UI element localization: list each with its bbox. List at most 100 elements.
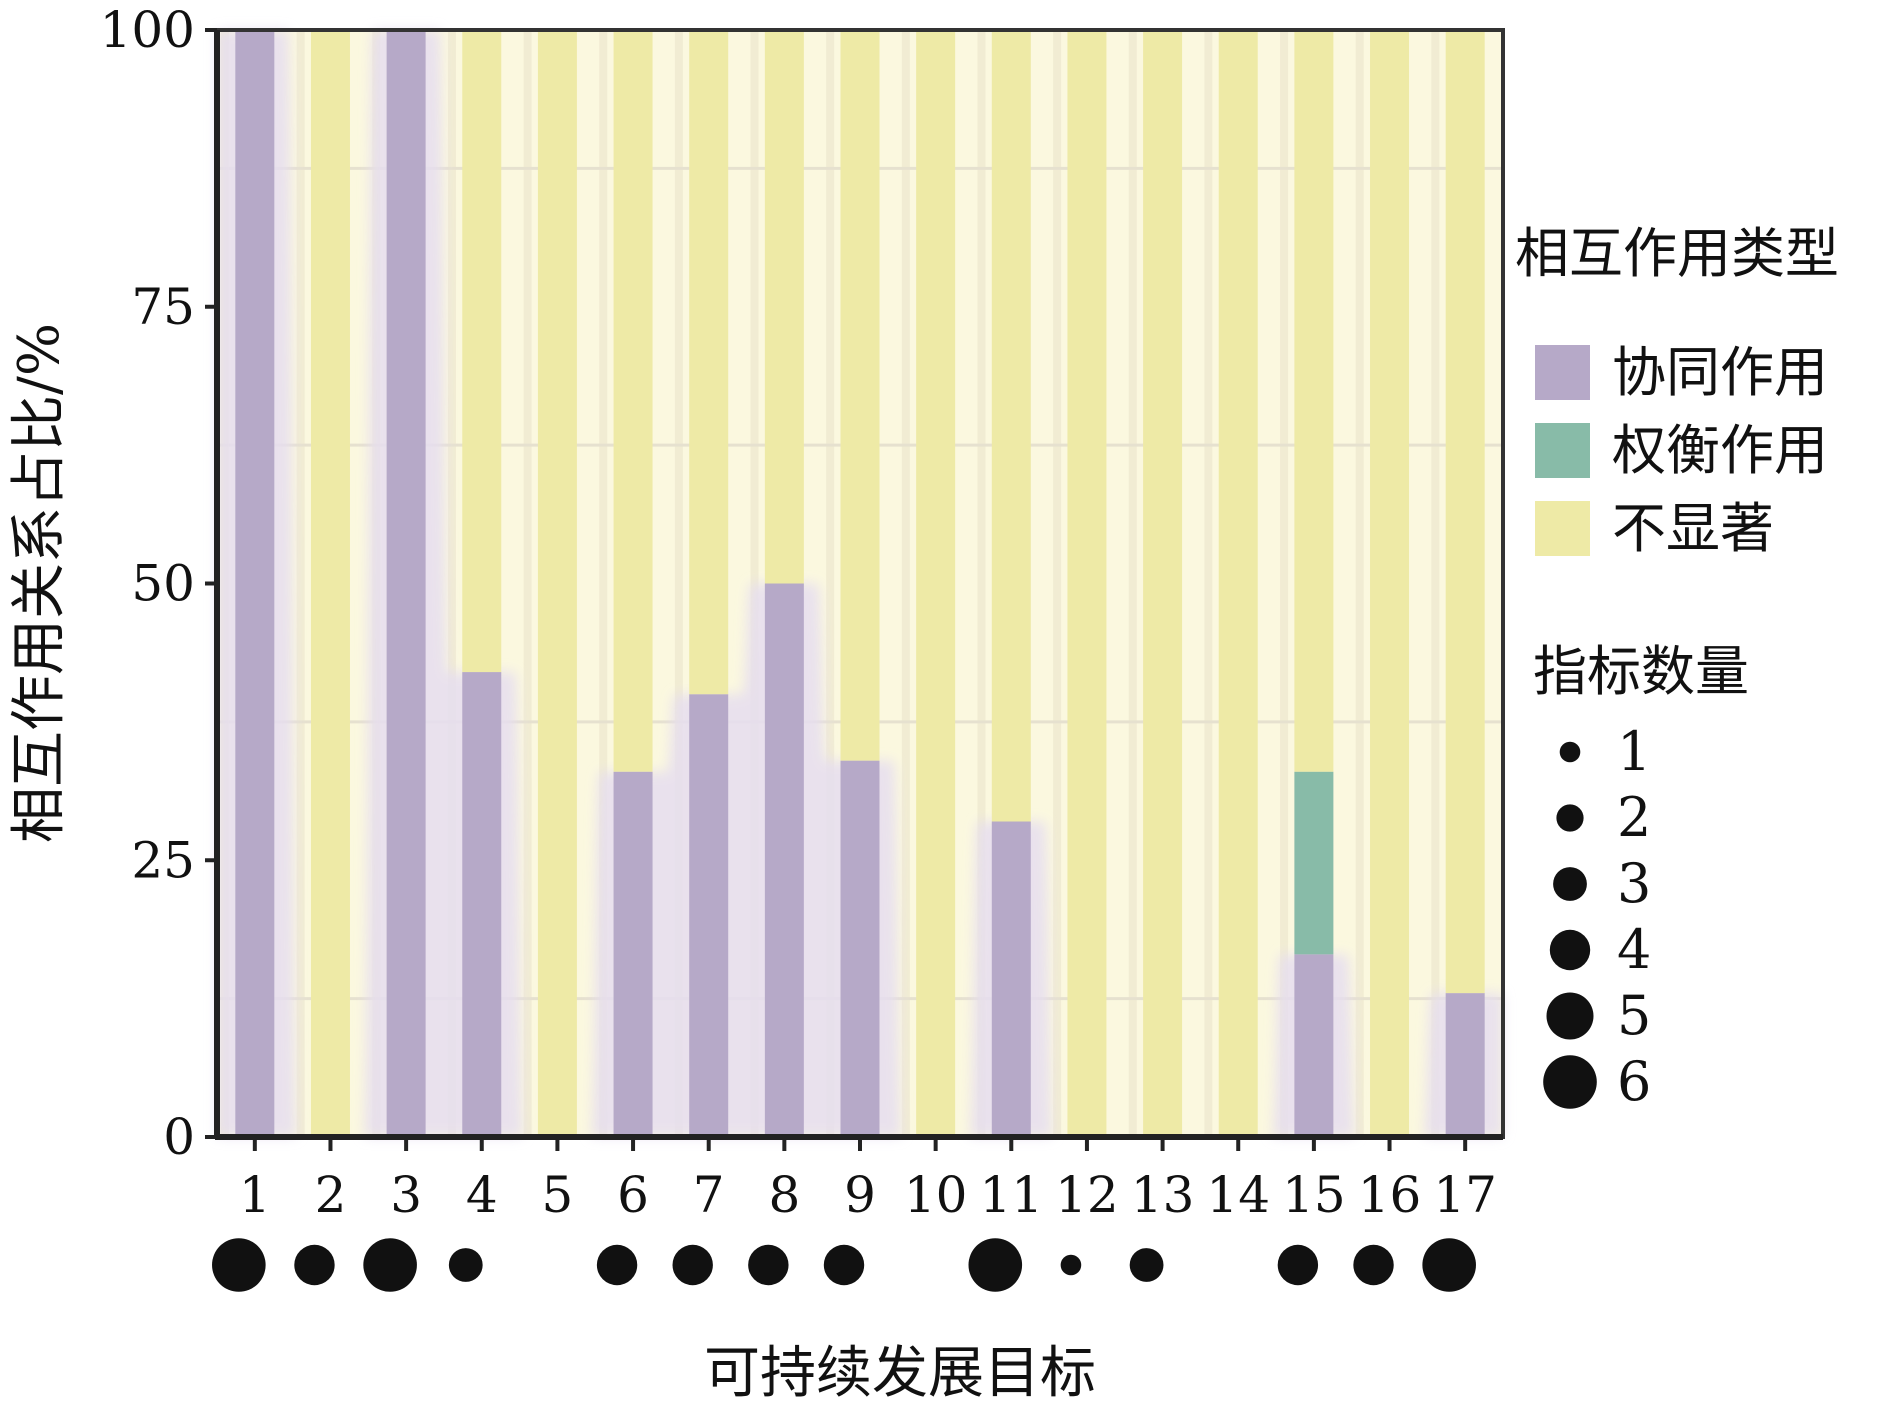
bar-协同作用-15: [1294, 954, 1334, 1137]
legend-count-title: 指标数量: [1533, 640, 1749, 703]
bar-协同作用-8: [764, 583, 804, 1137]
bar-协同作用-6: [613, 771, 653, 1137]
bar-不显著-12: [1067, 30, 1107, 1137]
bar-不显著-10: [916, 30, 956, 1137]
indicator-count-dot: [823, 1244, 865, 1286]
background-stripe: [977, 30, 986, 1137]
bar-协同作用-1: [235, 30, 275, 1137]
x-tick-label: 4: [466, 1166, 498, 1224]
background-stripe: [523, 30, 532, 1137]
indicator-count-dot: [1353, 1244, 1394, 1286]
bar-不显著-4: [462, 30, 502, 673]
indicator-count-dot: [1422, 1238, 1476, 1292]
bar-不显著-2: [310, 30, 350, 1137]
indicator-count-dot: [212, 1238, 266, 1292]
x-tick-label: 13: [1131, 1166, 1195, 1224]
background-stripe: [1128, 30, 1137, 1137]
x-tick-label: 10: [904, 1166, 968, 1224]
legend-count-dot: [1553, 867, 1587, 901]
bars: [235, 30, 1485, 1137]
indicator-count-dot: [363, 1238, 417, 1292]
x-tick-label: 8: [768, 1166, 800, 1224]
bar-不显著-17: [1445, 30, 1485, 994]
legend-type-title: 相互作用类型: [1515, 222, 1839, 285]
y-tick-label: 75: [131, 278, 195, 336]
bar-权衡作用-15: [1294, 771, 1334, 955]
legend-swatch: [1535, 423, 1590, 478]
indicator-count-dot: [672, 1244, 713, 1286]
bar-不显著-6: [613, 30, 653, 772]
bar-不显著-7: [689, 30, 729, 695]
legend-type-label: 权衡作用: [1612, 419, 1828, 482]
x-tick-label: 12: [1055, 1166, 1119, 1224]
legend-count-dot: [1549, 929, 1591, 971]
legend-count-label: 6: [1617, 1050, 1651, 1113]
indicator-count-dot: [1129, 1248, 1164, 1282]
background-stripe: [1355, 30, 1364, 1137]
bar-协同作用-11: [991, 821, 1031, 1137]
indicator-count-dot: [448, 1248, 483, 1282]
x-tick-label: 2: [315, 1166, 347, 1224]
bar-不显著-9: [840, 30, 880, 761]
bar-不显著-8: [764, 30, 804, 584]
indicator-count-dot: [968, 1238, 1023, 1292]
x-tick-label: 11: [979, 1166, 1043, 1224]
legend-type-label: 协同作用: [1612, 341, 1828, 404]
background-stripe: [674, 30, 683, 1137]
bar-不显著-14: [1218, 30, 1258, 1137]
legend-swatch: [1535, 501, 1590, 556]
y-tick-label: 0: [163, 1108, 195, 1166]
background-stripe: [1280, 30, 1289, 1137]
background-stripe: [447, 30, 456, 1137]
background-stripe: [1053, 30, 1062, 1137]
legend-count-label: 3: [1617, 852, 1651, 915]
bar-不显著-16: [1370, 30, 1410, 1137]
bar-协同作用-7: [689, 694, 729, 1137]
legend-count-dot: [1543, 1055, 1597, 1109]
bar-协同作用-9: [840, 760, 880, 1137]
background-stripe: [599, 30, 608, 1137]
legend-count-label: 2: [1617, 786, 1651, 849]
x-axis-title: 可持续发展目标: [704, 1341, 1096, 1406]
indicator-count-dot: [1060, 1254, 1082, 1276]
background-stripe: [901, 30, 910, 1137]
background-stripe: [1431, 30, 1440, 1137]
x-tick-label: 3: [390, 1166, 422, 1224]
x-tick-label: 1: [239, 1166, 271, 1224]
indicator-count-dot: [294, 1244, 335, 1286]
legend-count-dot: [1546, 992, 1594, 1040]
bar-不显著-13: [1143, 30, 1183, 1137]
indicator-count-dot: [1277, 1244, 1319, 1286]
y-tick-label: 100: [100, 1, 195, 59]
bar-协同作用-3: [386, 30, 426, 1137]
legend-count-dot: [1556, 804, 1584, 832]
bar-协同作用-17: [1445, 993, 1485, 1137]
legend-count-label: 1: [1617, 720, 1651, 783]
x-tick-label: 9: [844, 1166, 876, 1224]
y-tick-label: 25: [131, 831, 195, 889]
indicator-count-dot: [748, 1244, 789, 1286]
legend-count-dot: [1559, 741, 1581, 763]
x-tick-label: 17: [1433, 1166, 1497, 1224]
background-stripe: [826, 30, 835, 1137]
legend-count-label: 5: [1617, 984, 1651, 1047]
bar-不显著-15: [1294, 30, 1334, 772]
x-tick-label: 7: [693, 1166, 725, 1224]
indicator-count-dot: [596, 1244, 638, 1286]
legend-swatch: [1535, 345, 1590, 400]
legend-count-label: 4: [1617, 918, 1651, 981]
bar-不显著-11: [991, 30, 1031, 822]
x-tick-label: 14: [1206, 1166, 1270, 1224]
x-tick-label: 15: [1282, 1166, 1346, 1224]
x-tick-label: 6: [617, 1166, 649, 1224]
x-tick-label: 16: [1358, 1166, 1422, 1224]
background-stripe: [296, 30, 305, 1137]
bar-不显著-5: [537, 30, 577, 1137]
y-tick-label: 50: [131, 555, 195, 613]
background-stripe: [1204, 30, 1213, 1137]
y-axis-title: 相互作用关系占比/%: [7, 323, 72, 843]
indicator-count-row: [212, 1238, 1476, 1292]
